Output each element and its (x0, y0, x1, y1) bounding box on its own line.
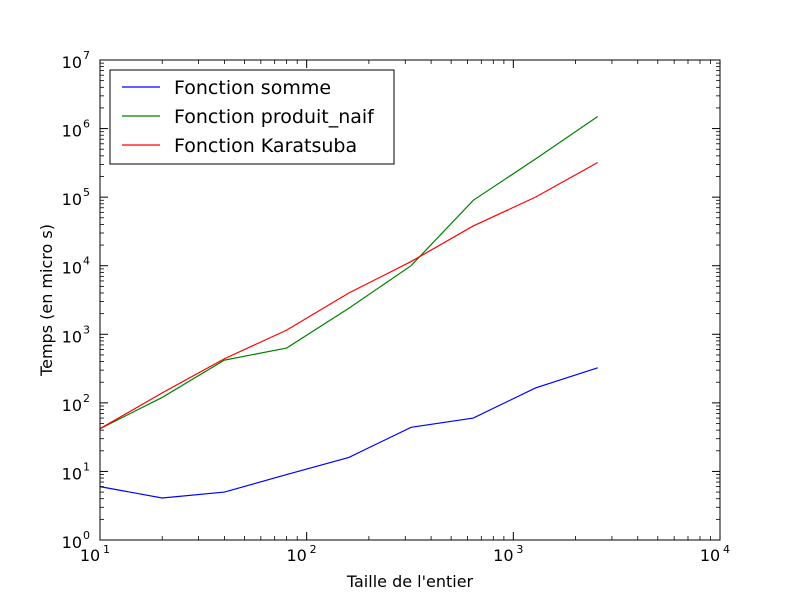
series-line-2 (99, 116, 599, 430)
y-tick-label: 10 (62, 190, 82, 209)
y-tick-exponent: 2 (83, 392, 90, 405)
y-tick-exponent: 6 (83, 118, 90, 131)
x-tick-exponent: 1 (103, 543, 110, 556)
y-tick-label: 10 (62, 327, 82, 346)
y-tick-exponent: 1 (83, 460, 90, 473)
legend-label-2: Fonction produit_naif (174, 106, 375, 128)
y-tick-exponent: 5 (83, 186, 90, 199)
y-tick-label: 10 (62, 53, 82, 72)
series-line-3 (99, 161, 598, 430)
y-tick-label: 10 (62, 396, 82, 415)
x-tick-exponent: 2 (310, 543, 317, 556)
series-line-1 (99, 367, 598, 499)
y-tick-exponent: 3 (83, 323, 90, 336)
x-tick-label: 10 (493, 546, 513, 565)
legend-label-1: Fonction somme (174, 77, 331, 99)
tick-layer: 10 1 10 2 10 3 10 410 010 110 210 310 410 510 610 7 (62, 49, 730, 565)
x-tick-label: 10 (80, 546, 100, 565)
legend-box (109, 69, 395, 165)
x-tick-exponent: 3 (516, 543, 523, 556)
x-tick-label: 10 (286, 546, 306, 565)
x-tick-exponent: 4 (723, 543, 730, 556)
x-tick-label: 10 (700, 546, 720, 565)
y-tick-label: 10 (62, 122, 82, 141)
legend-label-3: Fonction Karatsuba (174, 135, 357, 157)
y-tick-label: 10 (62, 533, 82, 552)
y-tick-exponent: 7 (83, 49, 90, 62)
series-layer (99, 116, 599, 499)
legend: Fonction somme Fonction produit_naif Fonct… (109, 69, 395, 165)
y-tick-label: 10 (62, 464, 82, 483)
y-tick-label: 10 (62, 259, 82, 278)
y-tick-exponent: 4 (83, 255, 90, 268)
x-axis-label: Taille de l'entier (346, 572, 474, 591)
y-axis-label: Temps (en micro s) (37, 224, 56, 377)
y-tick-exponent: 0 (83, 529, 90, 542)
plot-frame (99, 59, 721, 541)
